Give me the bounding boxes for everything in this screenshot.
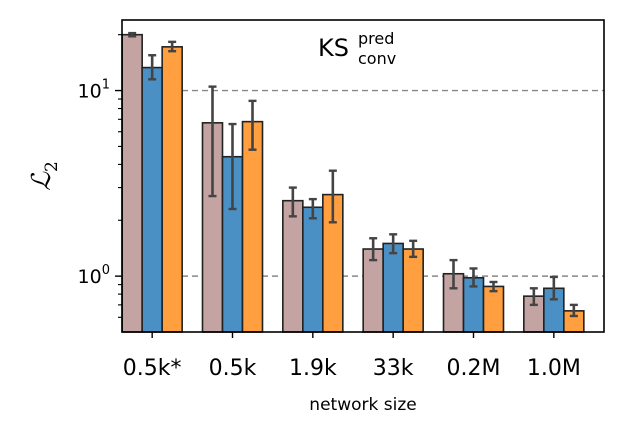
y-axis-title-main: ℒ: [27, 171, 57, 191]
bar: [282, 199, 304, 333]
svg-text:ℒ2: ℒ2: [27, 161, 62, 191]
error-bars: [128, 31, 578, 318]
y-tick-exponent: 1: [102, 78, 110, 93]
x-tick-label: 0.5k*: [123, 356, 182, 381]
x-tick-label: 1.0M: [527, 356, 581, 381]
bar: [382, 242, 404, 333]
bar: [302, 206, 324, 333]
bar: [161, 46, 183, 333]
bar: [402, 248, 424, 333]
y-tick-label: 100: [78, 263, 110, 288]
y-tick-exponent: 0: [102, 263, 110, 278]
y-tick-label: 101: [78, 78, 110, 103]
y-axis-title-sub: 2: [42, 161, 62, 172]
x-axis-title: network size: [309, 395, 416, 415]
x-tick-label: 1.9k: [289, 356, 337, 381]
bar: [121, 33, 143, 333]
y-tick-base: 10: [78, 266, 102, 288]
x-axis: 0.5k* 0.5k 1.9k 33k 0.2M 1.0M: [123, 332, 581, 381]
x-tick-label: 0.5k: [209, 356, 257, 381]
annotation-subscript: conv: [358, 49, 396, 68]
y-tick-base: 10: [78, 81, 102, 103]
x-tick-label: 0.2M: [447, 356, 501, 381]
bar: [482, 285, 505, 333]
chart-annotation: KS pred conv: [318, 29, 396, 68]
bars: [121, 33, 585, 333]
annotation-superscript: pred: [358, 29, 394, 48]
y-axis-title: ℒ2: [27, 161, 62, 191]
bar: [141, 66, 163, 333]
plot-frame: [121, 19, 605, 333]
annotation-base: KS: [318, 34, 349, 62]
bar: [241, 120, 264, 333]
bar: [362, 248, 384, 333]
x-tick-label: 33k: [373, 356, 414, 381]
